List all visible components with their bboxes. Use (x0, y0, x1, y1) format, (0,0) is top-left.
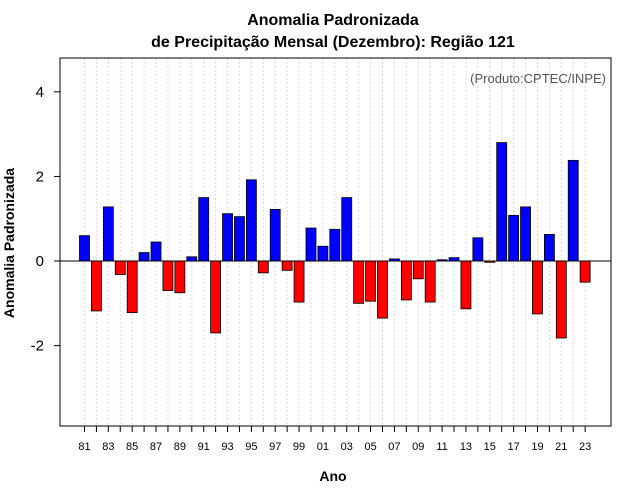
bar-97 (269, 209, 281, 262)
bar-96 (257, 260, 269, 274)
bar-81 (79, 235, 90, 262)
bar-98 (281, 260, 293, 271)
bar-05 (365, 260, 376, 302)
bar-series (79, 142, 591, 339)
x-tick-label: 99 (293, 441, 305, 453)
bar-01 (317, 245, 329, 262)
chart-title-line2: de Precipitação Mensal (Dezembro): Regiã… (151, 34, 515, 51)
x-tick-label: 95 (245, 441, 257, 453)
plot-frame (59, 57, 612, 427)
bar-10 (424, 260, 436, 303)
x-tick-label: 89 (174, 441, 186, 453)
bar-99 (293, 260, 305, 303)
x-tick-label: 15 (484, 441, 496, 453)
bar-14 (472, 237, 484, 262)
y-axis-label: Anomalia Padronizada (1, 168, 17, 318)
x-axis: 81 83 85 87 89 91 93 95 97 99 01 03 05 07 09 11 13 15 17 19… (78, 426, 591, 453)
x-tick-label: 01 (317, 441, 329, 453)
x-tick-label: 19 (531, 441, 543, 453)
x-tick-label: 05 (364, 441, 376, 453)
bar-12 (448, 257, 460, 262)
bar-20 (543, 233, 555, 262)
y-tick-label: 4 (36, 84, 44, 101)
y-tick-label: -2 (31, 338, 44, 355)
x-tick-label: 21 (555, 441, 567, 453)
bar-04 (353, 260, 365, 304)
bar-17 (508, 214, 520, 262)
x-tick-label: 87 (150, 441, 162, 453)
bar-18 (520, 206, 531, 262)
x-tick-label: 13 (460, 441, 472, 453)
x-tick-label: 11 (436, 441, 447, 453)
bar-93 (222, 213, 233, 262)
x-tick-label: 83 (102, 441, 114, 453)
bar-92 (210, 260, 222, 334)
x-tick-label: 97 (269, 441, 281, 453)
bar-84 (114, 260, 126, 275)
x-tick-label: 93 (221, 441, 233, 453)
bar-90 (186, 256, 198, 262)
bar-23 (579, 260, 591, 283)
x-tick-label: 81 (78, 441, 90, 453)
bar-87 (150, 241, 162, 262)
bar-89 (174, 260, 186, 294)
x-tick-label: 17 (507, 441, 519, 453)
bar-88 (162, 260, 174, 292)
bar-16 (496, 142, 508, 262)
y-axis: -2 0 2 4 (31, 84, 60, 355)
bar-82 (91, 260, 102, 312)
x-tick-label: 91 (198, 441, 210, 453)
x-tick-label: 85 (126, 441, 138, 453)
chart-title-line1: Anomalia Padronizada (247, 12, 419, 29)
bar-09 (412, 260, 424, 280)
x-axis-label: Ano (319, 468, 346, 484)
bar-95 (245, 179, 257, 262)
bar-13 (460, 260, 472, 310)
bar-22 (567, 159, 579, 262)
bar-02 (329, 228, 341, 262)
bar-83 (102, 206, 114, 262)
bar-94 (234, 216, 245, 262)
y-tick-label: 2 (36, 168, 44, 185)
y-tick-label: 0 (36, 253, 44, 270)
bar-03 (341, 197, 353, 262)
bar-08 (400, 260, 412, 301)
x-tick-label: 09 (412, 441, 424, 453)
x-tick-label: 07 (388, 441, 400, 453)
credit-text: (Produto:CPTEC/INPE) (470, 71, 606, 86)
bar-21 (555, 260, 567, 339)
x-tick-label: 03 (341, 441, 353, 453)
bar-91 (198, 197, 210, 262)
x-tick-label: 23 (579, 441, 591, 453)
bar-86 (138, 252, 150, 262)
bar-19 (532, 260, 543, 315)
bar-85 (126, 260, 138, 314)
bar-06 (377, 260, 388, 319)
bar-00 (305, 227, 317, 262)
